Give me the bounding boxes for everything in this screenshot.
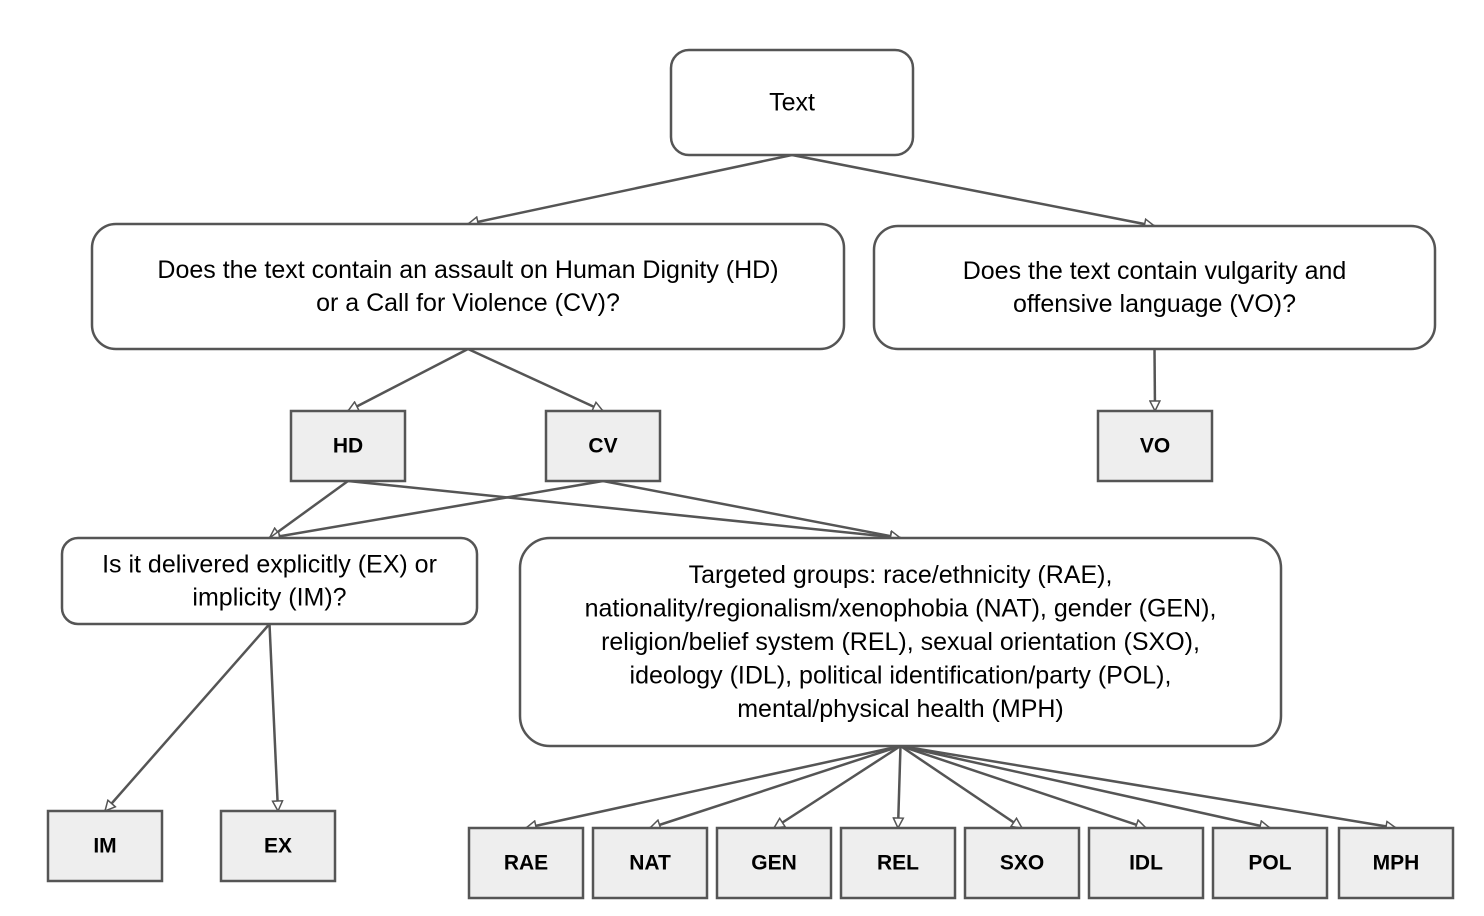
node-hd-label-0: HD <box>333 435 363 458</box>
node-rae-label-0: RAE <box>504 852 548 875</box>
node-targets-label-2: religion/belief system (REL), sexual ori… <box>601 628 1200 656</box>
node-sxo-label-0: SXO <box>1000 852 1044 875</box>
node-targets-label-0: Targeted groups: race/ethnicity (RAE), <box>689 561 1113 589</box>
node-q-exim-box <box>60 536 479 626</box>
edge-targets-to-gen <box>774 744 902 830</box>
node-q-vo-label-0: Does the text contain vulgarity and <box>963 257 1347 285</box>
node-idl: IDL <box>1087 826 1205 900</box>
node-ex-box <box>219 809 337 883</box>
node-mph-box <box>1337 826 1455 900</box>
node-targets-label-1: nationality/regionalism/xenophobia (NAT)… <box>585 595 1217 623</box>
node-im-label-0: IM <box>93 835 116 858</box>
edge-targets-to-mph <box>900 744 1397 828</box>
node-q-exim: Is it delivered explicitly (EX) or implic… <box>60 536 479 626</box>
node-hd: HD <box>289 409 407 483</box>
node-nat-label-0: NAT <box>629 852 671 875</box>
node-root: Text <box>669 48 915 157</box>
node-vo-label-0: VO <box>1140 435 1170 458</box>
node-rae: RAE <box>467 826 585 900</box>
node-cv-label-0: CV <box>588 435 617 458</box>
node-q-exim-label-0: Is it delivered explicitly (EX) or <box>102 551 437 579</box>
node-targets-label-4: mental/physical health (MPH) <box>737 695 1064 723</box>
node-vo: VO <box>1096 409 1214 483</box>
node-gen-label-0: GEN <box>751 852 797 875</box>
node-rel-label-0: REL <box>877 852 919 875</box>
node-q-hdcv-label-1: or a Call for Violence (CV)? <box>316 289 620 317</box>
node-mph-label-0: MPH <box>1373 852 1420 875</box>
node-nat: NAT <box>591 826 709 900</box>
edge-targets-to-rae <box>526 744 901 828</box>
edge-cv-to-q_exim <box>270 479 604 538</box>
edge-q_exim-to-im <box>105 623 271 811</box>
edge-targets-to-pol <box>900 744 1271 828</box>
node-hd-box <box>289 409 407 483</box>
edge-root-to-q_vo <box>791 153 1155 226</box>
node-rel: REL <box>839 826 957 900</box>
edge-q_hdcv-to-hd <box>348 347 469 413</box>
node-im: IM <box>46 809 164 883</box>
edge-q_hdcv-to-cv <box>467 347 603 411</box>
node-ex-label-0: EX <box>264 835 292 858</box>
node-q-hdcv-label-0: Does the text contain an assault on Huma… <box>157 256 778 284</box>
node-im-box <box>46 809 164 883</box>
node-cv: CV <box>544 409 662 483</box>
node-vo-box <box>1096 409 1214 483</box>
node-rae-box <box>467 826 585 900</box>
node-root-box <box>669 48 915 157</box>
node-q-hdcv: Does the text contain an assault on Huma… <box>90 222 846 351</box>
node-pol-box <box>1211 826 1329 900</box>
node-nat-box <box>591 826 709 900</box>
node-sxo-box <box>963 826 1081 900</box>
node-targets-box <box>518 536 1283 748</box>
edge-cv-to-targets <box>602 479 901 538</box>
node-gen: GEN <box>715 826 833 900</box>
node-pol-label-0: POL <box>1248 852 1291 875</box>
edge-hd-to-q_exim <box>270 479 349 540</box>
node-q-exim-label-1: implicity (IM)? <box>192 584 346 612</box>
node-targets-label-3: ideology (IDL), political identification… <box>630 662 1172 690</box>
edge-q_vo-to-vo <box>1155 348 1156 411</box>
node-cv-box <box>544 409 662 483</box>
edge-root-to-q_hdcv <box>468 153 793 224</box>
node-pol: POL <box>1211 826 1329 900</box>
node-ex: EX <box>219 809 337 883</box>
edge-targets-to-sxo <box>899 744 1023 830</box>
edge-targets-to-rel <box>898 745 901 828</box>
node-rel-box <box>839 826 957 900</box>
node-q-vo: Does the text contain vulgarity and offen… <box>872 224 1437 351</box>
node-q-vo-label-1: offensive language (VO)? <box>1013 290 1296 318</box>
edges <box>105 153 1397 830</box>
node-gen-box <box>715 826 833 900</box>
edge-targets-to-idl <box>900 744 1147 828</box>
node-root-label-0: Text <box>769 89 815 117</box>
node-idl-label-0: IDL <box>1129 852 1163 875</box>
edge-hd-to-targets <box>347 479 901 538</box>
node-targets: Targeted groups: race/ethnicity (RAE), na… <box>518 536 1283 748</box>
edge-q_exim-to-ex <box>268 623 279 811</box>
node-idl-box <box>1087 826 1205 900</box>
nodes: Text Does the text contain an assault on … <box>46 48 1455 900</box>
node-sxo: SXO <box>963 826 1081 900</box>
node-q-hdcv-box <box>90 222 846 351</box>
edge-targets-to-nat <box>650 744 901 828</box>
node-q-vo-box <box>872 224 1437 351</box>
node-mph: MPH <box>1337 826 1455 900</box>
